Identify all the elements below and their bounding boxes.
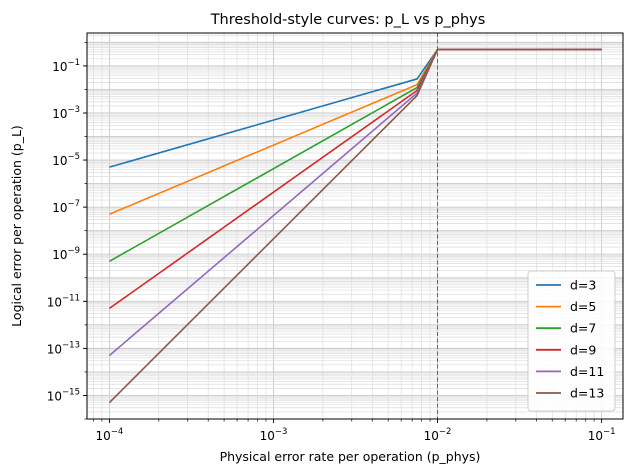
tick-base: 10 — [52, 154, 67, 168]
legend-label: d=9 — [570, 342, 596, 357]
tick-base: 10 — [52, 107, 67, 121]
y-tick-label: 10−1 — [52, 58, 80, 74]
tick-base: 10 — [52, 60, 67, 74]
tick-base: 10 — [47, 295, 62, 309]
series-line-d=9 — [108, 48, 602, 310]
tick-exponent: −1 — [67, 58, 80, 68]
tick-exponent: −3 — [67, 105, 80, 115]
series-line-d=7 — [109, 48, 602, 263]
x-tick-label: 10−4 — [96, 427, 124, 443]
y-axis-label: Logical error per operation (p_L) — [9, 125, 24, 327]
legend-label: d=7 — [570, 321, 596, 336]
legend-label: d=13 — [570, 386, 604, 401]
tick-base: 10 — [52, 201, 67, 215]
legend: d=3 d=5 d=7 d=9 d=11 d=13 — [527, 270, 616, 412]
x-tick-label: 10−2 — [424, 427, 452, 443]
chart-title: Threshold-style curves: p_L vs p_phys — [210, 12, 486, 28]
y-tick-label: 10−3 — [52, 105, 80, 121]
tick-base: 10 — [424, 429, 439, 443]
x-tick-label: 10−1 — [588, 427, 616, 443]
y-tick-label: 10−5 — [52, 152, 80, 168]
series-line-d=13 — [108, 48, 602, 404]
tick-exponent: −11 — [62, 293, 80, 303]
y-tick-label: 10−7 — [52, 199, 80, 215]
tick-exponent: −5 — [67, 152, 80, 162]
tick-base: 10 — [47, 389, 62, 403]
series-line-d=5 — [109, 48, 602, 215]
legend-label: d=11 — [570, 364, 604, 379]
x-axis: 10−4 10−3 10−2 10−1 — [93, 419, 616, 443]
x-tick-label: 10−3 — [260, 427, 288, 443]
grid — [87, 33, 623, 420]
y-tick-label: 10−15 — [47, 387, 80, 403]
tick-exponent: −9 — [67, 246, 80, 256]
y-tick-label: 10−13 — [47, 340, 80, 356]
axes-frame — [86, 32, 624, 420]
tick-exponent: −7 — [67, 199, 80, 209]
tick-exponent: −4 — [111, 427, 124, 437]
tick-exponent: −3 — [275, 427, 288, 437]
tick-exponent: −2 — [439, 427, 452, 437]
y-tick-label: 10−11 — [47, 293, 80, 309]
tick-base: 10 — [52, 248, 67, 262]
legend-label: d=5 — [570, 299, 596, 314]
y-tick-label: 10−9 — [52, 246, 80, 262]
tick-base: 10 — [47, 342, 62, 356]
tick-exponent: −13 — [62, 340, 80, 350]
legend-label: d=3 — [570, 278, 596, 293]
plot-area — [108, 48, 602, 404]
tick-base: 10 — [260, 429, 275, 443]
tick-exponent: −15 — [62, 387, 80, 397]
x-axis-label: Physical error rate per operation (p_phy… — [220, 449, 481, 464]
tick-base: 10 — [96, 429, 111, 443]
tick-base: 10 — [588, 429, 603, 443]
tick-exponent: −1 — [603, 427, 616, 437]
